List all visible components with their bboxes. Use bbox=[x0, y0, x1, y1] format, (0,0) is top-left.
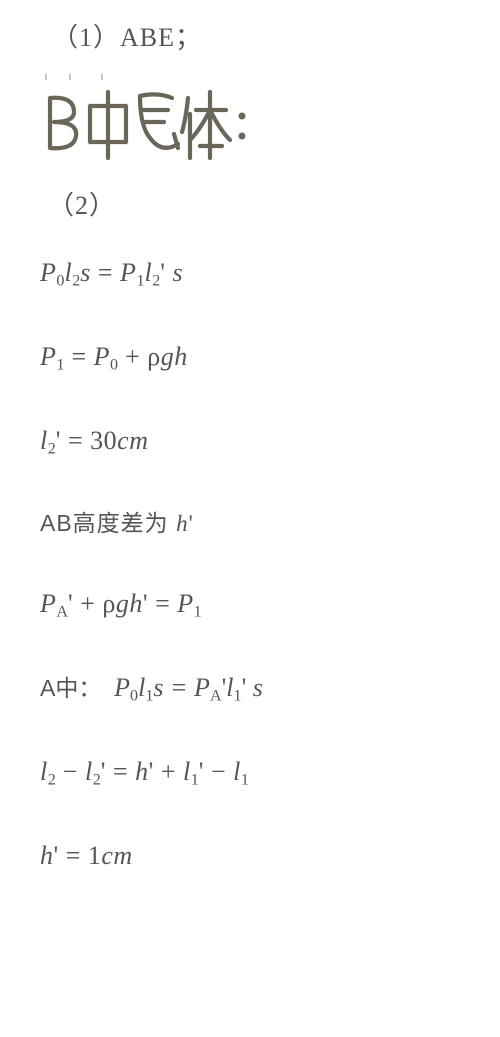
text-ab-height-diff: AB高度差为 h' bbox=[40, 507, 470, 540]
plus-sign: + bbox=[161, 757, 183, 786]
sub: 1 bbox=[56, 356, 64, 373]
minus-sign: − bbox=[211, 757, 233, 786]
minus-sign: − bbox=[63, 757, 85, 786]
equals-sign: = bbox=[170, 673, 194, 702]
var-h: h bbox=[176, 511, 189, 536]
equals-sign: = bbox=[155, 589, 177, 618]
eq3-unit: cm bbox=[117, 426, 148, 455]
equals-sign: = bbox=[68, 426, 90, 455]
prime-mark: ' bbox=[68, 589, 73, 618]
sub: 0 bbox=[130, 688, 138, 705]
eq6-value: 1 bbox=[88, 841, 102, 870]
sub: 1 bbox=[191, 772, 199, 789]
a-line-eq: P0l1s = PA'l1' s bbox=[114, 673, 263, 702]
plus-sign: + bbox=[80, 589, 102, 618]
eq1-lhs: P0l2s bbox=[40, 258, 91, 287]
tick-marks bbox=[46, 74, 102, 80]
sub: 0 bbox=[56, 272, 64, 289]
question-1-label: （1）ABE； bbox=[52, 20, 470, 56]
equation-5: l2 − l2' = h' + l1' − l1 bbox=[40, 754, 470, 792]
a-line: A中： P0l1s = PA'l1' s bbox=[40, 670, 470, 708]
sub: 2 bbox=[48, 772, 56, 789]
equation-3: l2' = 30cm bbox=[40, 423, 470, 461]
rho: ρ bbox=[102, 589, 115, 618]
sub: 1 bbox=[194, 604, 202, 621]
prime-mark: ' bbox=[160, 258, 172, 287]
handwriting-annotation bbox=[40, 74, 250, 164]
equation-2: P1 = P0 + ρgh bbox=[40, 339, 470, 377]
prime-mark: ' bbox=[199, 757, 204, 786]
text-ab-prefix: AB高度差为 bbox=[40, 510, 169, 536]
eq6-var: h bbox=[40, 841, 54, 870]
a-line-prefix: A中： bbox=[40, 675, 101, 701]
sub: 1 bbox=[241, 772, 249, 789]
equals-sign: = bbox=[98, 258, 120, 287]
sub: A bbox=[210, 688, 222, 705]
sub: 0 bbox=[110, 356, 118, 373]
eq1-rhs: P1l2' s bbox=[120, 258, 183, 287]
prime-mark: ' bbox=[56, 426, 68, 455]
rho: ρ bbox=[147, 342, 160, 371]
eq6-unit: cm bbox=[101, 841, 132, 870]
page-root: （1）ABE； bbox=[0, 0, 500, 1037]
tail: s bbox=[172, 258, 183, 287]
equals-sign: = bbox=[113, 757, 135, 786]
plus-sign: + bbox=[125, 342, 147, 371]
tail: s bbox=[153, 673, 163, 702]
sub: A bbox=[56, 604, 68, 621]
prime-mark: ' bbox=[101, 757, 113, 786]
handwriting-strokes bbox=[50, 92, 246, 158]
prime-mark: ' bbox=[222, 673, 227, 702]
eq3-value: 30 bbox=[90, 426, 117, 455]
sub: 1 bbox=[234, 688, 242, 705]
handwriting-svg bbox=[40, 74, 250, 164]
prime-mark: ' bbox=[149, 757, 154, 786]
equation-4: PA' + ρgh' = P1 bbox=[40, 586, 470, 624]
text-ab-var: h' bbox=[176, 511, 194, 536]
prime-mark: ' bbox=[54, 841, 66, 870]
equals-sign: = bbox=[71, 342, 93, 371]
sub: 1 bbox=[136, 272, 144, 289]
prime-mark: ' bbox=[189, 511, 194, 536]
equation-6: h' = 1cm bbox=[40, 838, 470, 874]
sub: 2 bbox=[93, 772, 101, 789]
prime-mark: ' bbox=[242, 673, 253, 702]
tail: s bbox=[80, 258, 91, 287]
question-2-label: （2） bbox=[48, 188, 470, 224]
tail: s bbox=[253, 673, 263, 702]
prime-mark: ' bbox=[143, 589, 155, 618]
equation-1: P0l2s = P1l2' s bbox=[40, 255, 470, 293]
equals-sign: = bbox=[66, 841, 88, 870]
sub: 2 bbox=[48, 440, 56, 457]
